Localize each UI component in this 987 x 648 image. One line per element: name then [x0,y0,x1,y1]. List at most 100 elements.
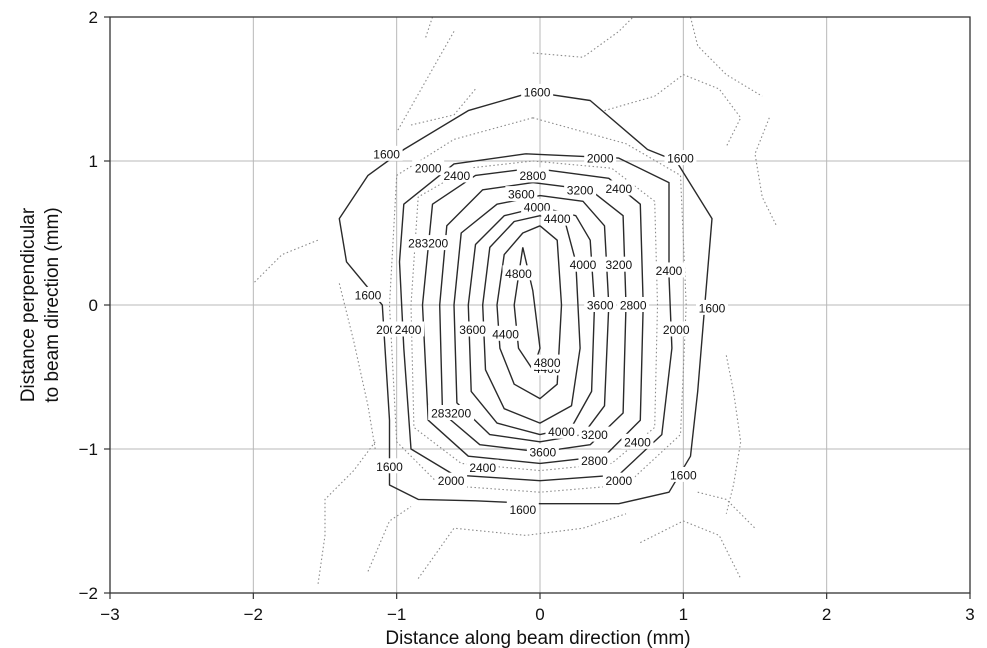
contour-line-dotted [754,117,777,227]
contour-line-dotted [604,74,742,147]
y-axis-title-line-2: to beam direction (mm) [42,207,63,402]
contour-line-dotted [410,160,659,472]
contour-label: 1600 [667,152,694,166]
contour-label-background [621,433,654,449]
contour-label: 2800 [581,454,608,468]
contour-label-background [373,458,406,474]
contour-label: 1600 [373,147,400,161]
contour-label-background [696,299,728,315]
x-tick-label: −2 [244,605,263,624]
contour-labels: 1600 1600 1600 1600 1600 1600 1600 1600 2000 2000… [352,83,728,517]
contour-label-background [352,286,384,302]
contour-line-solid [398,153,673,482]
dotted-contour-lines [252,16,777,586]
contour-label-background [521,199,554,215]
contour-label: 1600 [524,85,551,99]
contour-line-dotted [697,491,756,529]
y-axis-ticks: −2 −1 0 1 2 [79,8,110,603]
contour-line-dotted [532,16,634,58]
x-tick-label: 3 [965,605,974,624]
contour-label-background [516,167,549,183]
contour-label: 2400 [624,435,651,449]
contour-label: 2400 [656,264,683,278]
contour-label-background [370,145,403,161]
contour-label-background [664,150,697,166]
x-tick-label: 1 [679,605,688,624]
contour-label: 4400 [544,212,571,226]
contour-line-dotted [396,31,455,133]
contour-label: 4000 [570,258,597,272]
contour-label-background [660,321,693,337]
contour-line-dotted [410,88,476,126]
contour-label-background [526,443,559,459]
contour-label-background [567,256,599,272]
x-tick-label: −1 [387,605,406,624]
y-tick-label: −1 [79,440,98,459]
contour-label-background [521,83,554,99]
contour-label: 3600 [530,445,557,459]
contour-label: 3600 [587,299,614,313]
contour-label: 2000 [605,474,632,488]
contour-label: 1600 [355,288,382,302]
contour-line-dotted [725,355,742,514]
contour-label-background [466,459,499,475]
contour-label-background [541,210,574,226]
x-tick-label: −3 [100,605,119,624]
contour-line-dotted [338,283,376,450]
contour-line-solid [453,194,610,443]
contour-label: 3200 [605,258,632,272]
contour-line-solid [467,206,596,436]
y-tick-label: 1 [89,152,98,171]
contour-label: 3600 [459,323,486,337]
contour-label: 2800 [519,169,546,183]
y-tick-label: −2 [79,584,98,603]
contour-label-background [412,160,445,176]
contour-label-background [653,262,685,278]
contour-label: 1600 [670,468,697,482]
contour-label-background [602,472,635,488]
x-axis-ticks: −3 −2 −1 0 1 2 3 [100,593,975,624]
contour-label: 1600 [509,503,536,517]
contour-label: 2000 [587,152,614,166]
contour-line-solid [482,215,581,424]
contour-label-background [428,405,475,420]
contour-label: 283200 [431,407,471,421]
contour-line-solid [496,225,563,400]
x-tick-label: 2 [822,605,831,624]
y-tick-label: 0 [89,296,98,315]
contour-label-background [578,452,611,468]
contour-label: 2800 [620,299,647,313]
contour-label-background [506,501,539,517]
contour-label-background [584,150,617,166]
contour-label-background [667,466,700,482]
x-tick-label: 0 [535,605,544,624]
contour-label-background [489,325,522,341]
contour-label: 2400 [605,182,632,196]
contour-label-background [502,265,535,281]
contour-line-dotted [417,513,627,579]
contour-label-background [564,181,597,197]
x-axis-title: Distance along beam direction (mm) [385,628,690,648]
contour-label: 4800 [505,267,532,281]
contour-line-dotted [252,239,319,284]
contour-label-background [440,167,473,183]
contour-label-background [584,297,617,312]
contour-label: 283200 [408,237,448,251]
contour-label: 4800 [534,356,561,370]
contour-label-background [405,235,452,251]
contour-label: 3200 [567,183,594,197]
contour-label: 2400 [469,461,496,475]
contour-label-background [392,321,425,337]
contour-label: 2400 [444,169,471,183]
contour-line-dotted [388,117,687,493]
contour-label-background [545,423,578,439]
contour-label: 2000 [438,474,465,488]
contour-line-solid [421,167,644,465]
contour-label: 2400 [395,323,422,337]
contour-label-background [505,186,538,202]
contour-label: 4400 [492,327,519,341]
contour-label-background [617,297,650,312]
y-axis-title-line-1: Distance perpendicular [18,207,39,402]
